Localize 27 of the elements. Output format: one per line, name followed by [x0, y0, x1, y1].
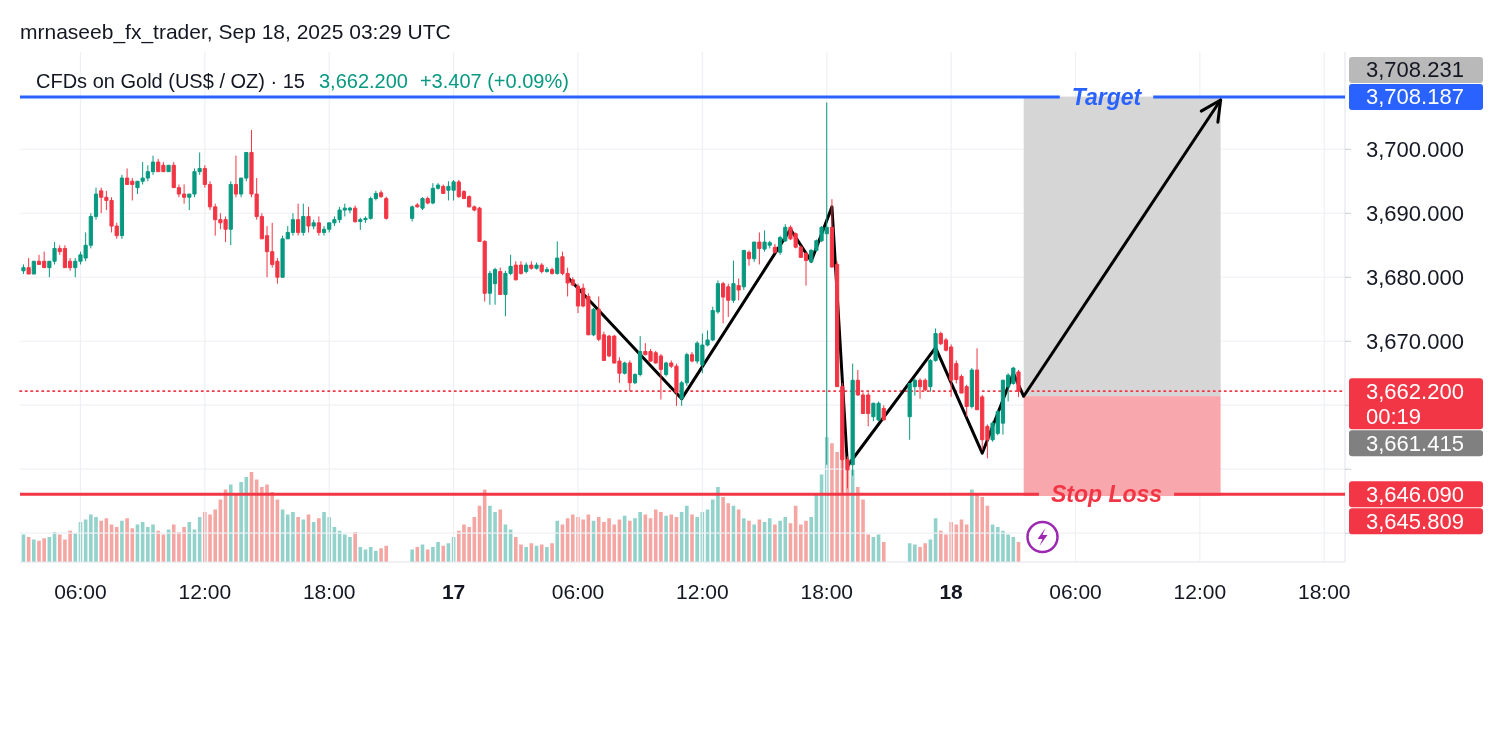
- x-tick-label: 18:00: [1297, 579, 1351, 603]
- text: 3,708.187: [1366, 84, 1464, 110]
- text: 3,708.231: [1366, 57, 1464, 83]
- y-tick-label: 3,680.000: [1366, 264, 1464, 290]
- annotation: 3,662.200: [318, 70, 408, 92]
- y-tick-label: 3,690.000: [1366, 200, 1464, 226]
- text: 3,645.809: [1366, 508, 1464, 534]
- x-tick-label: 06:00: [54, 579, 107, 603]
- x-tick-label: 17: [441, 579, 466, 603]
- x-tick-label: 06:00: [551, 579, 605, 603]
- x-tick-label: 06:00: [1049, 579, 1102, 603]
- y-tick-label: 3,670.000: [1366, 328, 1464, 354]
- x-tick-label: 18: [939, 579, 964, 603]
- x-tick-label: 18:00: [800, 579, 854, 603]
- text: 3,662.200: [1366, 378, 1464, 404]
- x-tick-label: 12:00: [676, 579, 729, 603]
- text: CFDs on Gold (US$ / OZ) · 15: [36, 70, 305, 92]
- text: 3,646.090: [1366, 481, 1464, 507]
- chart-title: mrnaseeb_fx_trader, Sep 18, 2025 03:29 UTC: [20, 20, 451, 44]
- y-tick-label: 3,700.000: [1366, 136, 1464, 162]
- annotation: +3.407 (+0.09%): [419, 70, 569, 92]
- x-tick-label: 18:00: [302, 579, 356, 603]
- text: 00:19: [1366, 403, 1422, 429]
- x-tick-label: 12:00: [1173, 579, 1227, 603]
- x-tick-label: 12:00: [178, 579, 232, 603]
- text: 3,661.415: [1366, 430, 1464, 456]
- ref-line-label: Target: [1071, 83, 1143, 110]
